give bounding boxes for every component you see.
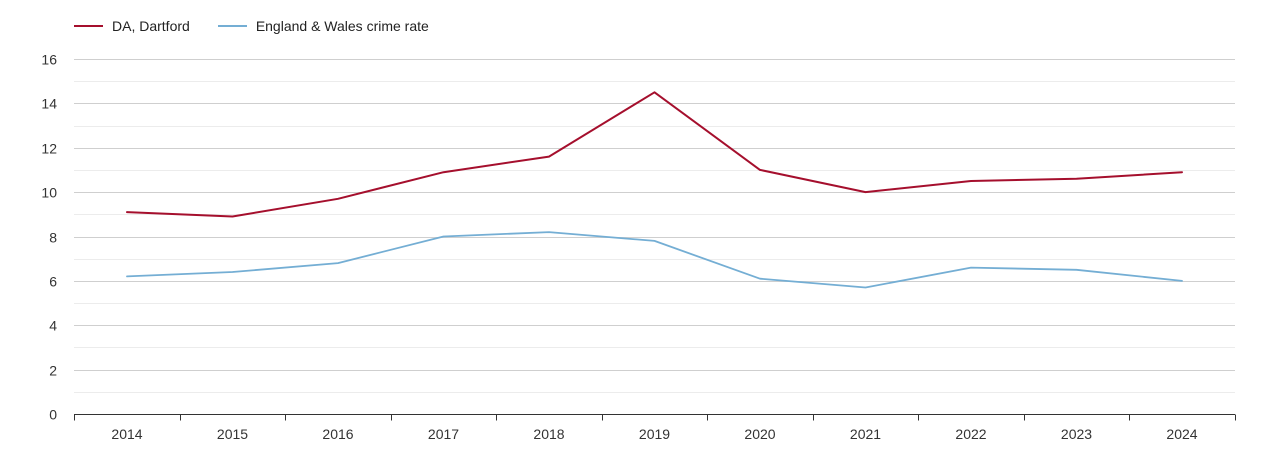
series-line-dartford	[126, 91, 1183, 218]
x-tick-label: 2014	[111, 426, 142, 442]
x-tick-label: 2020	[744, 426, 775, 442]
y-tick-label: 4	[49, 318, 57, 334]
legend-swatch-england-wales	[217, 25, 247, 27]
legend-item-england-wales: England & Wales crime rate	[217, 18, 429, 34]
x-tick-label: 2018	[533, 426, 564, 442]
series-line-england-wales	[126, 231, 1183, 289]
x-tick-label: 2021	[850, 426, 881, 442]
y-tick-label: 8	[49, 230, 57, 246]
x-tick-label: 2023	[1061, 426, 1092, 442]
y-tick-label: 14	[41, 96, 57, 112]
y-tick-label: 6	[49, 274, 57, 290]
legend-label-england-wales: England & Wales crime rate	[255, 18, 429, 34]
legend-swatch-dartford	[74, 25, 103, 27]
y-tick-label: 2	[49, 363, 57, 379]
legend: DA, Dartford England & Wales crime rate	[74, 16, 457, 36]
x-tick-label: 2019	[639, 426, 670, 442]
x-tick-label: 2024	[1166, 426, 1197, 442]
x-tick-label: 2015	[217, 426, 248, 442]
y-tick-label: 10	[41, 185, 57, 201]
y-tick-label: 0	[49, 407, 57, 423]
x-tick-label: 2017	[428, 426, 459, 442]
y-tick-label: 16	[41, 52, 57, 68]
x-tick-label: 2022	[955, 426, 986, 442]
x-tick-label: 2016	[322, 426, 353, 442]
legend-item-dartford: DA, Dartford	[74, 18, 190, 34]
y-tick-label: 12	[41, 141, 57, 157]
legend-label-dartford: DA, Dartford	[112, 18, 190, 34]
